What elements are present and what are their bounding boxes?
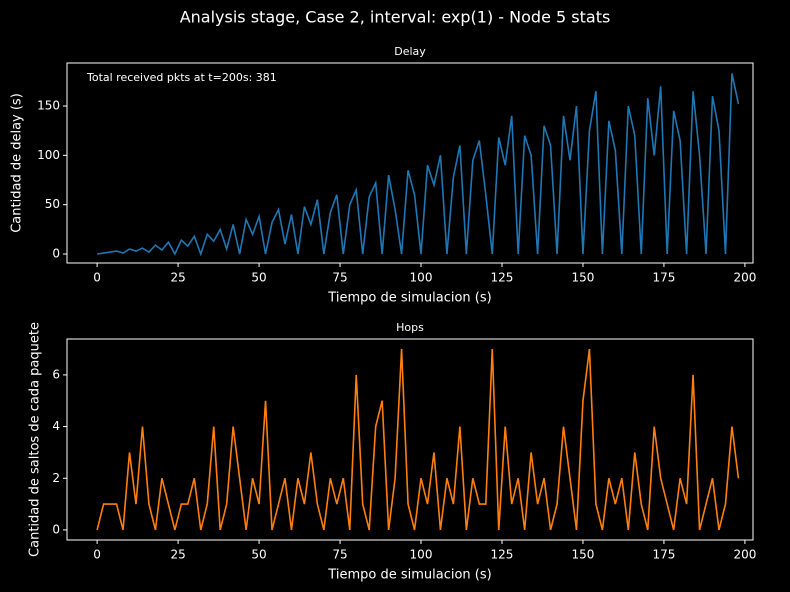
- y-tick-label: 2: [52, 471, 60, 485]
- x-tick-label: 75: [332, 271, 347, 285]
- y-tick-label: 150: [37, 99, 60, 113]
- x-tick-label: 125: [491, 548, 514, 562]
- x-tick-label: 150: [572, 548, 595, 562]
- axes-frame: [66, 62, 754, 264]
- x-tick-label: 75: [332, 548, 347, 562]
- axes-frame: [66, 338, 754, 541]
- y-tick-label: 100: [37, 148, 60, 162]
- x-tick-label: 50: [251, 548, 266, 562]
- x-tick-label: 100: [410, 548, 433, 562]
- axes-title: Hops: [396, 321, 424, 334]
- x-tick-label: 125: [491, 271, 514, 285]
- annotation: Total received pkts at t=200s: 381: [86, 71, 277, 84]
- x-axis-label: Tiempo de simulacion (s): [327, 291, 491, 306]
- x-tick-label: 150: [572, 271, 595, 285]
- y-tick-label: 6: [52, 367, 60, 381]
- y-tick-label: 0: [52, 247, 60, 261]
- y-tick-label: 0: [52, 522, 60, 536]
- data-line: [96, 73, 740, 257]
- x-axis-label: Tiempo de simulacion (s): [327, 568, 491, 583]
- axes-title: Delay: [394, 45, 426, 58]
- x-tick-label: 200: [733, 271, 756, 285]
- y-axis-label: Cantidad de delay (s): [10, 93, 25, 233]
- x-tick-label: 25: [170, 548, 185, 562]
- x-tick-label: 175: [652, 271, 675, 285]
- x-tick-label: 0: [93, 548, 101, 562]
- y-tick-label: 50: [45, 197, 60, 211]
- x-tick-label: 200: [733, 548, 756, 562]
- y-tick-label: 4: [52, 419, 60, 433]
- x-tick-label: 175: [652, 548, 675, 562]
- data-line: [96, 348, 740, 531]
- figure-title: Analysis stage, Case 2, interval: exp(1)…: [180, 8, 611, 27]
- x-tick-label: 25: [170, 271, 185, 285]
- y-axis-label: Cantidad de saltos de cada paquete: [28, 322, 43, 557]
- x-tick-label: 50: [251, 271, 266, 285]
- x-tick-label: 100: [410, 271, 433, 285]
- x-tick-label: 0: [93, 271, 101, 285]
